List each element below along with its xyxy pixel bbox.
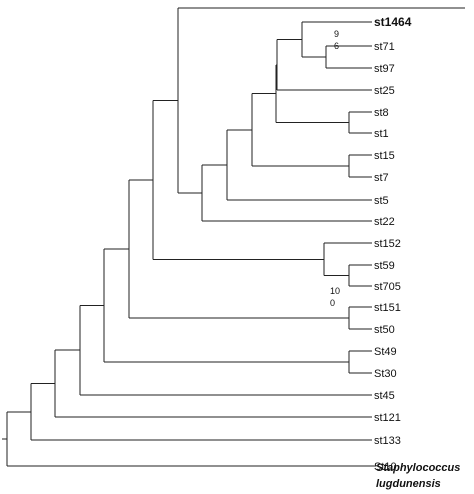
leaf-label-st151: st151 bbox=[374, 302, 401, 314]
outgroup-label-line2: lugdunensis bbox=[376, 478, 441, 490]
leaf-label-st1464: st1464 bbox=[374, 15, 412, 29]
leaf-label-st97: st97 bbox=[374, 63, 395, 75]
leaf-label-st22: st22 bbox=[374, 216, 395, 228]
leaf-label-st121: st121 bbox=[374, 412, 401, 424]
leaf-labels: st1464 st71 st97 st25 st8 st1 st15 st7 st5 st22 st… bbox=[374, 15, 412, 473]
leaf-label-st30: St30 bbox=[374, 368, 397, 380]
bootstrap-values: 9 6 10 0 bbox=[330, 29, 340, 308]
leaf-label-st1: st1 bbox=[374, 128, 389, 140]
bootstrap-value-96-bottom: 6 bbox=[334, 41, 339, 51]
leaf-label-st15: st15 bbox=[374, 150, 395, 162]
leaf-label-st45: st45 bbox=[374, 390, 395, 402]
leaf-label-st152: st152 bbox=[374, 238, 401, 250]
leaf-label-st133: st133 bbox=[374, 435, 401, 447]
leaf-label-st50: st50 bbox=[374, 324, 395, 336]
outgroup-label: Staphylococcus lugdunensis bbox=[376, 462, 460, 490]
bootstrap-value-100-bottom: 0 bbox=[330, 298, 335, 308]
leaf-label-st8: st8 bbox=[374, 107, 389, 119]
leaf-label-st49: St49 bbox=[374, 346, 397, 358]
leaf-label-st7: st7 bbox=[374, 172, 389, 184]
leaf-label-st10: St10 bbox=[374, 461, 397, 473]
leaf-label-st5: st5 bbox=[374, 195, 389, 207]
leaf-label-st59: st59 bbox=[374, 260, 395, 272]
tree-branches bbox=[2, 7, 465, 467]
bootstrap-value-96-top: 9 bbox=[334, 29, 339, 39]
bootstrap-value-100-top: 10 bbox=[330, 286, 340, 296]
leaf-label-st25: st25 bbox=[374, 85, 395, 97]
leaf-label-st71: st71 bbox=[374, 41, 395, 53]
leaf-label-st705: st705 bbox=[374, 281, 401, 293]
outgroup-label-line1: Staphylococcus bbox=[376, 462, 460, 474]
